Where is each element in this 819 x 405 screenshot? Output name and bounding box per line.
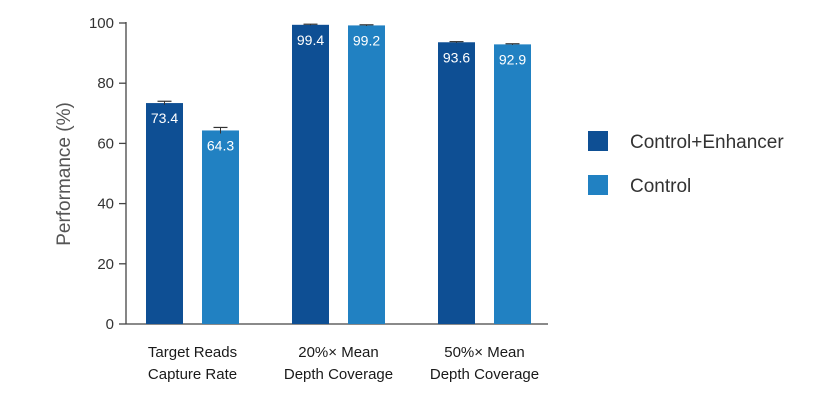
legend-swatch <box>588 131 608 151</box>
bar <box>438 42 475 324</box>
bar <box>202 130 239 324</box>
y-tick-label: 80 <box>97 75 114 92</box>
data-label: 64.3 <box>207 137 234 153</box>
x-tick-label: Depth Coverage <box>284 366 393 383</box>
x-tick-label: Depth Coverage <box>430 366 539 383</box>
bar <box>494 44 531 324</box>
bars: 73.4 64.3 Target Reads Capture Rate 99.4 99.2… <box>146 23 539 383</box>
x-tick-label: 50%× Mean <box>444 344 524 361</box>
x-tick-label: 20%× Mean <box>298 344 378 361</box>
axes: 0 20 40 60 80 100 <box>89 15 548 333</box>
x-tick-label: Capture Rate <box>148 366 237 383</box>
y-tick-label: 20 <box>97 256 114 273</box>
y-tick-label: 60 <box>97 135 114 152</box>
y-tick-label: 100 <box>89 15 114 32</box>
legend-label: Control <box>630 176 691 197</box>
y-axis-title: Performance (%) <box>54 102 75 246</box>
y-tick-label: 0 <box>106 316 114 333</box>
data-label: 99.2 <box>353 32 380 48</box>
bar <box>348 25 385 325</box>
data-label: 73.4 <box>151 110 178 126</box>
legend-label: Control+Enhancer <box>630 132 784 153</box>
y-tick-label: 40 <box>97 196 114 213</box>
data-label: 93.6 <box>443 49 470 65</box>
data-label: 99.4 <box>297 32 324 48</box>
bar <box>146 103 183 324</box>
legend-swatch <box>588 175 608 195</box>
data-label: 92.9 <box>499 51 526 67</box>
legend: Control+Enhancer Control <box>588 131 784 197</box>
bar <box>292 24 329 324</box>
x-tick-label: Target Reads <box>148 344 237 361</box>
